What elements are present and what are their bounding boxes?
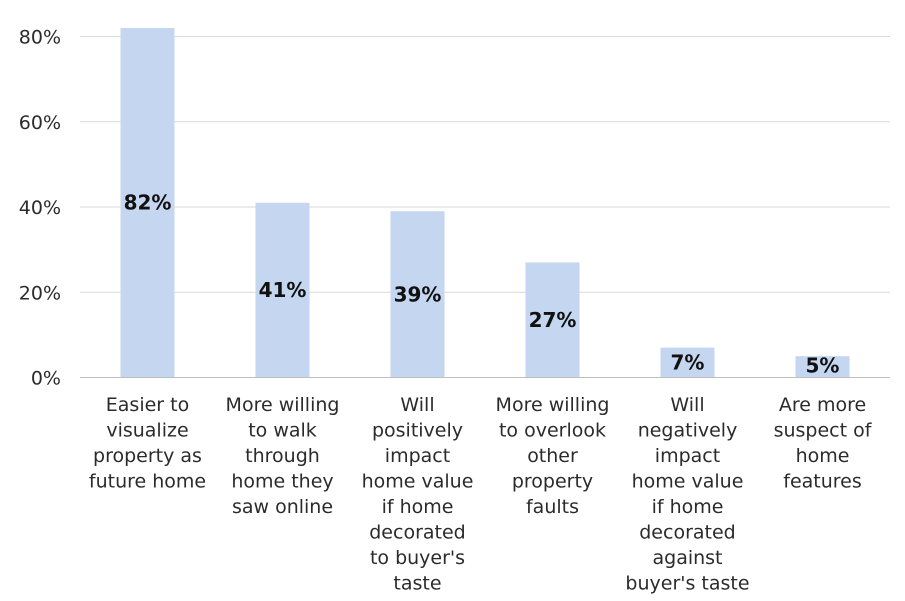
data-label: 41% (259, 278, 307, 302)
x-tick-label: Easier to visualize property as future home (89, 394, 206, 493)
bar (390, 211, 445, 378)
data-label: 82% (124, 191, 172, 215)
x-tick-label: Will negatively impact home value if home dec… (625, 394, 749, 595)
data-label: 7% (671, 351, 705, 375)
bar (255, 202, 310, 378)
x-tick-label: Will positively impact home value if home dec… (362, 394, 474, 595)
data-label: 27% (529, 308, 577, 332)
x-tick-label: More willing to walk through home they saw o… (226, 394, 340, 518)
bar (120, 27, 175, 378)
y-tick-label: 0% (31, 368, 61, 390)
data-label: 5% (806, 354, 840, 378)
data-labels: 82% 41% 39% 27% 7% 5% (124, 191, 840, 378)
bar (660, 347, 715, 378)
y-axis: 0% 20% 40% 60% 80% (19, 27, 61, 390)
x-axis: Easier to visualize property as future home… (80, 377, 890, 595)
bar (795, 356, 850, 378)
y-tick-label: 20% (19, 282, 61, 304)
x-tick-label: Are more suspect of home features (774, 394, 873, 493)
data-label: 39% (394, 282, 442, 306)
y-tick-label: 40% (19, 197, 61, 219)
y-tick-label: 80% (19, 27, 61, 49)
gridlines (80, 36, 890, 293)
y-tick-label: 60% (19, 112, 61, 134)
x-tick-label: More willing to overlook other property faul… (496, 394, 610, 518)
bars (120, 27, 850, 378)
bar (525, 262, 580, 378)
